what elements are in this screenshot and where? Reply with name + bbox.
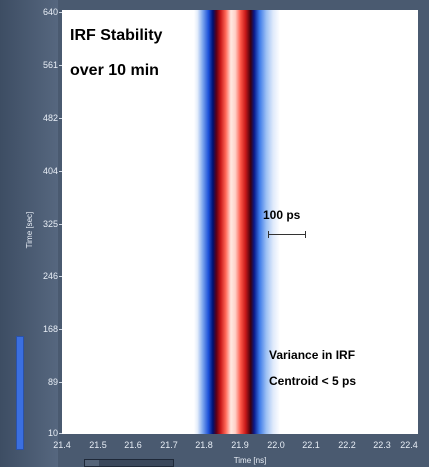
x-tick: 22.3	[373, 440, 391, 450]
x-tick: 21.7	[160, 440, 178, 450]
scrollbar-thumb[interactable]	[99, 460, 173, 466]
y-tick: 325	[24, 219, 62, 229]
y-axis: 640 561 482 404 325 246 168 89 10 Time […	[0, 0, 62, 467]
heatmap-plot[interactable]	[62, 10, 418, 434]
y-axis-label: Time [sec]	[25, 211, 34, 249]
x-axis-label: Time [ns]	[233, 456, 267, 465]
y-tick: 89	[24, 377, 62, 387]
x-tick: 21.8	[195, 440, 213, 450]
y-tick: 640	[24, 7, 62, 17]
y-tick: 10	[24, 428, 62, 438]
title-line-2: over 10 min	[70, 62, 159, 79]
y-tick: 246	[24, 271, 62, 281]
scale-label: 100 ps	[263, 208, 301, 222]
left-panel	[0, 0, 58, 467]
scale-bar	[268, 231, 306, 238]
y-tick: 168	[24, 324, 62, 334]
variance-line-1: Variance in IRF	[269, 348, 356, 362]
x-axis-scrollbar[interactable]	[84, 459, 174, 467]
title-line-1: IRF Stability	[70, 27, 163, 44]
variance-line-2: Centroid < 5 ps	[269, 374, 357, 388]
x-tick: 22.1	[302, 440, 320, 450]
x-tick: 22.2	[338, 440, 356, 450]
x-tick: 21.4	[53, 440, 71, 450]
x-tick: 22.4	[400, 440, 418, 450]
x-tick: 21.9	[231, 440, 249, 450]
y-tick: 561	[24, 60, 62, 70]
irf-band	[194, 10, 280, 434]
y-tick: 482	[24, 113, 62, 123]
x-tick: 22.0	[267, 440, 285, 450]
color-scale-indicator[interactable]	[16, 336, 24, 450]
x-tick: 21.6	[124, 440, 142, 450]
x-tick: 21.5	[89, 440, 107, 450]
y-tick: 404	[24, 166, 62, 176]
